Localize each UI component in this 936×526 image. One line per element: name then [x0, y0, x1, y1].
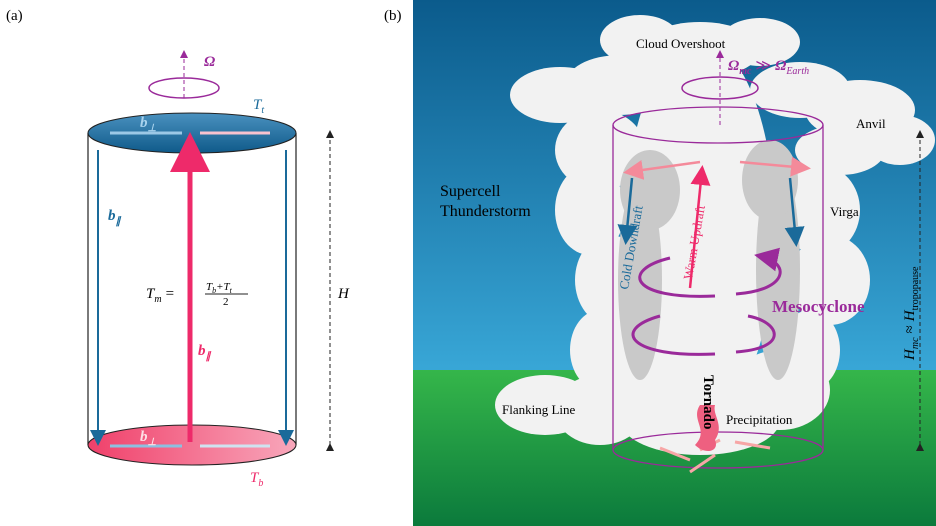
top-temp: Tt	[253, 97, 264, 116]
mean-temp-numerator: Tb+Tt	[206, 281, 233, 295]
b-perp: b⊥	[140, 429, 157, 448]
arrow	[688, 165, 711, 289]
panel-label: (b)	[384, 8, 402, 24]
arrow	[623, 160, 701, 180]
arrow	[784, 177, 805, 247]
cloud-puff	[790, 235, 870, 325]
cloud-puff	[720, 18, 800, 66]
cloud-puff	[625, 40, 775, 420]
cloud-puff	[555, 165, 625, 255]
mean-temp-denominator: 2	[223, 296, 229, 308]
mesocyclone: Mesocyclone	[772, 297, 865, 316]
cloud-puff	[600, 15, 680, 65]
bottom-temp: Tb	[250, 470, 263, 489]
virga: Virga	[830, 204, 859, 219]
anvil: Anvil	[856, 116, 886, 131]
height-mc: Hmc≈Htropopause	[902, 266, 921, 361]
panel-label: (a)	[6, 8, 23, 24]
b-perp: b⊥	[140, 115, 157, 134]
tornado-shape	[695, 405, 719, 452]
tornado: Tornado	[700, 375, 716, 429]
mean-temp: Tm =	[146, 286, 174, 305]
precipitation: Precipitation	[726, 412, 793, 427]
supercell: Supercell Thunderstorm	[440, 183, 531, 220]
cloud-puff	[795, 125, 885, 175]
vortex	[638, 256, 780, 298]
height-label: H	[337, 286, 350, 302]
vortex	[631, 314, 776, 356]
b-parallel: b∥	[108, 208, 122, 227]
arrow	[739, 156, 811, 177]
cloud	[495, 15, 935, 455]
arrow	[617, 177, 638, 245]
omega: Ω	[204, 54, 215, 70]
cylinder-top	[612, 106, 824, 144]
panel-a: (a) Ω Tt Tb b⊥ b⊥ b∥ b∥ Tm = Tb+Tt 2 H	[6, 8, 350, 489]
rotation	[681, 76, 759, 100]
cloud-overshoot: Cloud Overshoot	[636, 36, 726, 51]
omega-mc: Ωmc ≫ ΩEarth	[728, 58, 809, 77]
flanking-line: Flanking Line	[502, 402, 576, 417]
panel-b: (b) Cloud Overshoot Ωmc ≫ ΩEarth Anvil Sup…	[384, 0, 936, 526]
b-parallel: b∥	[198, 343, 212, 362]
